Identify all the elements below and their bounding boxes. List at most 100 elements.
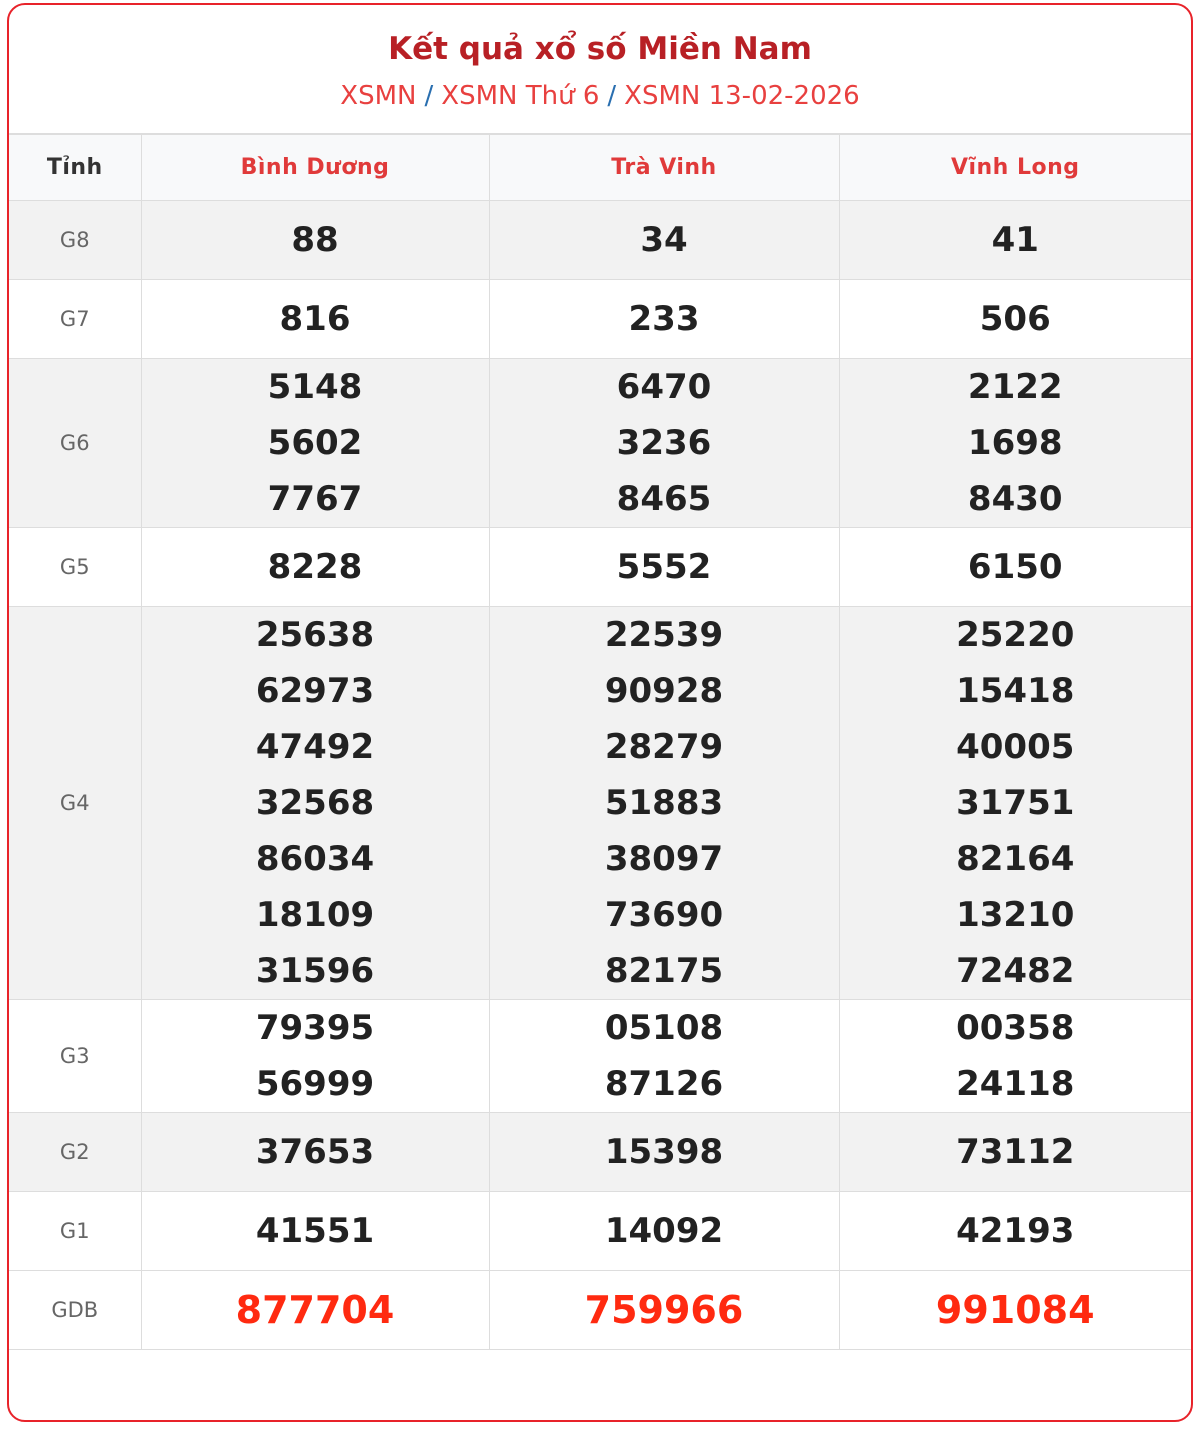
prize-number: 13210 — [956, 895, 1075, 935]
prize-number: 86034 — [255, 839, 375, 879]
prize-cell: 15398 — [488, 1112, 840, 1192]
prize-cell: 8228 — [140, 527, 490, 607]
prize-number: 3236 — [616, 423, 712, 463]
prize-number: 73690 — [604, 895, 724, 935]
prize-cell: 816 — [140, 279, 490, 359]
prize-cell: 05108 87126 — [488, 999, 840, 1113]
prize-label: G5 — [9, 527, 142, 607]
prize-row-g7: G7 816 233 506 — [9, 279, 1191, 359]
prize-cell: 22539 90928 28279 51883 38097 73690 82175 — [488, 606, 840, 1000]
prize-number: 18109 — [255, 895, 375, 935]
prize-cell: 5148 5602 7767 — [140, 358, 490, 528]
prize-row-gdb: GDB 877704 759966 991084 — [9, 1270, 1191, 1350]
special-prize-number: 991084 — [935, 1288, 1095, 1332]
province-header[interactable]: Trà Vinh — [488, 133, 840, 201]
prize-cell: 41551 — [140, 1191, 490, 1271]
breadcrumb-xsmn-thu6[interactable]: XSMN Thứ 6 — [441, 81, 600, 111]
prize-number: 233 — [628, 299, 700, 339]
prize-cell: 14092 — [488, 1191, 840, 1271]
prize-cell: 88 — [140, 200, 490, 280]
province-header[interactable]: Bình Dương — [140, 133, 490, 201]
special-prize-number: 877704 — [235, 1288, 395, 1332]
prize-number: 40005 — [956, 727, 1075, 767]
prize-cell: 37653 — [140, 1112, 490, 1192]
prize-cell: 991084 — [838, 1270, 1191, 1350]
prize-cell: 25220 15418 40005 31751 82164 13210 72482 — [838, 606, 1191, 1000]
prize-label: G4 — [9, 606, 142, 1000]
prize-number: 31751 — [956, 783, 1075, 823]
prize-row-g5: G5 8228 5552 6150 — [9, 527, 1191, 607]
prize-number: 8228 — [267, 547, 363, 587]
prize-number: 90928 — [604, 671, 724, 711]
prize-number: 88 — [291, 220, 339, 260]
prize-number: 6470 — [616, 367, 712, 407]
prize-cell: 79395 56999 — [140, 999, 490, 1113]
prize-number: 38097 — [604, 839, 724, 879]
prize-number: 42193 — [956, 1211, 1075, 1251]
prize-number: 72482 — [956, 951, 1075, 991]
results-card: Kết quả xổ số Miền Nam XSMN / XSMN Thứ 6/X… — [7, 3, 1193, 1422]
prize-number: 7767 — [267, 479, 363, 519]
prize-number: 41 — [991, 220, 1039, 260]
prize-cell: 73112 — [838, 1112, 1191, 1192]
prize-number: 79395 — [255, 1008, 375, 1048]
breadcrumb: XSMN / XSMN Thứ 6/XSMN 13-02-2026 — [9, 81, 1191, 111]
prize-cell: 759966 — [488, 1270, 840, 1350]
prize-row-g2: G2 37653 15398 73112 — [9, 1112, 1191, 1192]
prize-number: 47492 — [255, 727, 375, 767]
prize-number: 41551 — [255, 1211, 375, 1251]
prize-number: 82164 — [956, 839, 1075, 879]
breadcrumb-xsmn-date[interactable]: XSMN 13-02-2026 — [624, 81, 860, 111]
prize-number: 82175 — [604, 951, 724, 991]
prize-label: G8 — [9, 200, 142, 280]
prize-cell: 41 — [838, 200, 1191, 280]
prize-cell: 506 — [838, 279, 1191, 359]
prize-number: 73112 — [956, 1132, 1075, 1172]
prize-number: 506 — [979, 299, 1051, 339]
prize-number: 15398 — [604, 1132, 724, 1172]
prize-cell: 25638 62973 47492 32568 86034 18109 31596 — [140, 606, 490, 1000]
prize-number: 15418 — [956, 671, 1075, 711]
prize-cell: 877704 — [140, 1270, 490, 1350]
prize-label: G2 — [9, 1112, 142, 1192]
prize-number: 5602 — [267, 423, 363, 463]
prize-number: 8465 — [616, 479, 712, 519]
prize-number: 31596 — [255, 951, 375, 991]
prize-number: 25638 — [255, 615, 375, 655]
prize-number: 2122 — [967, 367, 1063, 407]
prize-number: 22539 — [604, 615, 724, 655]
prize-cell: 2122 1698 8430 — [838, 358, 1191, 528]
province-column-header: Tỉnh — [9, 133, 142, 201]
prize-number: 62973 — [255, 671, 375, 711]
prize-number: 1698 — [967, 423, 1063, 463]
prize-row-g8: G8 88 34 41 — [9, 200, 1191, 280]
prize-label: GDB — [9, 1270, 142, 1350]
province-header[interactable]: Vĩnh Long — [838, 133, 1191, 201]
page-title: Kết quả xổ số Miền Nam — [388, 31, 812, 67]
prize-number: 5148 — [267, 367, 363, 407]
breadcrumb-xsmn[interactable]: XSMN — [340, 81, 417, 111]
results-header: Kết quả xổ số Miền Nam XSMN / XSMN Thứ 6/X… — [9, 5, 1191, 133]
prize-number: 56999 — [255, 1064, 375, 1104]
prize-label: G7 — [9, 279, 142, 359]
prize-number: 37653 — [255, 1132, 375, 1172]
prize-cell: 6150 — [838, 527, 1191, 607]
prize-row-g6: G6 5148 5602 7767 6470 3236 8465 2122 1698 8430 — [9, 358, 1191, 528]
prize-cell: 5552 — [488, 527, 840, 607]
prize-number: 51883 — [604, 783, 724, 823]
prize-row-g1: G1 41551 14092 42193 — [9, 1191, 1191, 1271]
prize-number: 8430 — [967, 479, 1063, 519]
prize-number: 6150 — [967, 547, 1063, 587]
prize-cell: 6470 3236 8465 — [488, 358, 840, 528]
prize-number: 00358 — [956, 1008, 1075, 1048]
prize-row-g3: G3 79395 56999 05108 87126 00358 24118 — [9, 999, 1191, 1113]
prize-number: 05108 — [604, 1008, 724, 1048]
prize-number: 25220 — [956, 615, 1075, 655]
prize-number: 87126 — [604, 1064, 724, 1104]
table-header-row: Tỉnh Bình Dương Trà Vinh Vĩnh Long — [9, 133, 1191, 201]
prize-cell: 00358 24118 — [838, 999, 1191, 1113]
prize-number: 28279 — [604, 727, 724, 767]
prize-number: 24118 — [956, 1064, 1075, 1104]
prize-cell: 42193 — [838, 1191, 1191, 1271]
special-prize-number: 759966 — [584, 1288, 744, 1332]
